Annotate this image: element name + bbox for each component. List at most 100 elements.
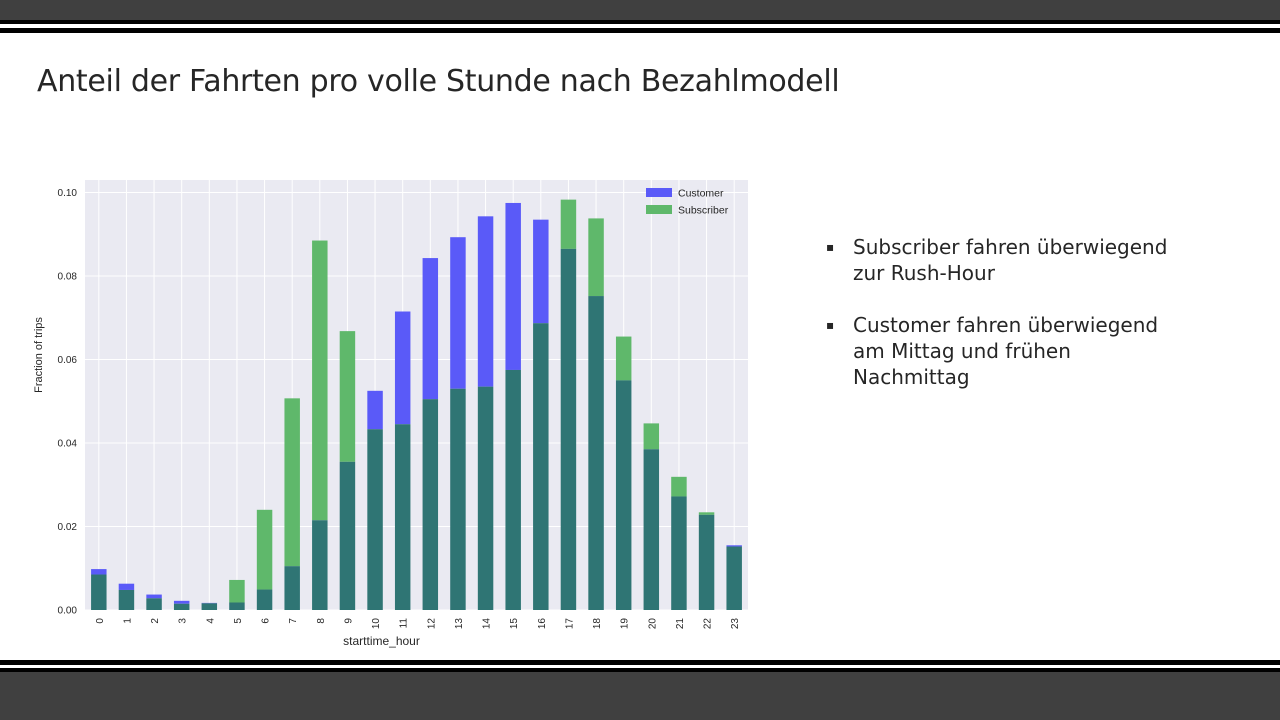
x-tick-label: 4 bbox=[205, 618, 216, 624]
y-axis-label: Fraction of trips bbox=[33, 317, 45, 393]
plot-area bbox=[85, 180, 748, 610]
y-tick-label: 0.02 bbox=[58, 522, 78, 533]
header-rule-2 bbox=[0, 28, 1280, 33]
bar-customer bbox=[477, 216, 494, 387]
x-tick-label: 13 bbox=[454, 618, 465, 630]
x-tick-label: 17 bbox=[564, 618, 575, 630]
x-tick-label: 9 bbox=[343, 618, 354, 624]
bar-subscriber bbox=[671, 476, 687, 497]
x-tick-label: 8 bbox=[316, 618, 327, 624]
bar-overlap bbox=[201, 603, 218, 610]
bar-overlap bbox=[505, 369, 521, 610]
bullet-square-icon: ▪ bbox=[826, 240, 835, 254]
bar-customer bbox=[422, 258, 439, 400]
slide-title: Anteil der Fahrten pro volle Stunde nach… bbox=[37, 64, 840, 99]
bar-overlap bbox=[450, 388, 466, 610]
bar-subscriber bbox=[560, 199, 577, 249]
x-tick-label: 5 bbox=[233, 618, 244, 624]
x-tick-label: 3 bbox=[178, 618, 189, 624]
bar-overlap bbox=[477, 386, 494, 610]
bar-subscriber bbox=[643, 423, 660, 450]
x-tick-label: 2 bbox=[150, 618, 161, 624]
x-tick-label: 16 bbox=[537, 618, 548, 630]
bar-customer bbox=[394, 311, 411, 425]
x-tick-label: 0 bbox=[95, 618, 106, 624]
bar-overlap bbox=[698, 514, 715, 610]
footer-rule-2 bbox=[0, 668, 1280, 672]
bar-overlap bbox=[671, 496, 687, 610]
bar-overlap bbox=[643, 449, 660, 610]
bar-customer bbox=[146, 594, 162, 599]
bar-chart: 0.00 0.02 0.04 0.06 0.08 0.10 0 1 2 3 4 5 6 7 8 9 10 11 12… bbox=[30, 168, 770, 658]
bar-customer bbox=[367, 390, 383, 430]
bar-overlap bbox=[173, 603, 190, 610]
header-bar bbox=[0, 0, 1280, 20]
bar-subscriber bbox=[698, 512, 715, 515]
bar-customer bbox=[505, 202, 521, 370]
bar-customer bbox=[450, 237, 466, 389]
x-tick-label: 14 bbox=[482, 618, 493, 630]
bar-subscriber bbox=[339, 331, 356, 462]
x-tick-label: 15 bbox=[509, 618, 520, 630]
bar-subscriber bbox=[284, 398, 300, 567]
bar-subscriber bbox=[588, 218, 604, 297]
y-tick-label: 0.10 bbox=[58, 188, 78, 199]
bar-subscriber bbox=[256, 509, 273, 590]
legend-swatch bbox=[646, 188, 672, 197]
bar-overlap bbox=[588, 296, 604, 610]
x-tick-label: 18 bbox=[592, 618, 603, 630]
y-tick-label: 0.08 bbox=[58, 272, 78, 283]
x-tick-label: 21 bbox=[675, 618, 686, 630]
legend-label: Customer bbox=[678, 188, 724, 200]
x-tick-label: 1 bbox=[122, 618, 133, 624]
bar-customer bbox=[91, 569, 107, 575]
bar-overlap bbox=[284, 566, 300, 610]
bullet-item: ▪ Subscriber fahren überwiegend zur Rush… bbox=[826, 234, 1226, 286]
bar-customer bbox=[726, 545, 742, 547]
bar-overlap bbox=[533, 323, 549, 610]
bar-subscriber bbox=[229, 579, 245, 603]
x-tick-label: 20 bbox=[647, 618, 658, 630]
x-axis-label: starttime_hour bbox=[343, 634, 420, 648]
x-tick-label: 22 bbox=[703, 618, 714, 630]
bar-overlap bbox=[312, 520, 328, 610]
x-tick-label: 12 bbox=[426, 618, 437, 630]
chart-svg: 0.000.020.040.060.080.100 1 2 3 4 5 6 7 8 9 10 11 12… bbox=[33, 180, 748, 648]
bar-overlap bbox=[615, 380, 632, 610]
legend-swatch bbox=[646, 205, 672, 214]
bar-overlap bbox=[229, 602, 245, 610]
bar-overlap bbox=[422, 399, 439, 610]
x-tick-label: 23 bbox=[730, 618, 741, 630]
bar-overlap bbox=[118, 589, 135, 610]
x-tick-label: 6 bbox=[261, 618, 272, 624]
bullet-text-customer: Customer fahren überwiegend am Mittag un… bbox=[853, 313, 1159, 389]
bullet-square-icon: ▪ bbox=[826, 318, 835, 332]
x-tick-label: 11 bbox=[399, 618, 410, 629]
y-tick-label: 0.04 bbox=[58, 439, 78, 450]
bar-overlap bbox=[726, 546, 742, 610]
bar-overlap bbox=[91, 574, 107, 610]
bar-overlap bbox=[367, 429, 383, 610]
bar-customer bbox=[533, 219, 549, 324]
bar-customer bbox=[118, 583, 135, 590]
bullet-list: ▪ Subscriber fahren überwiegend zur Rush… bbox=[826, 234, 1226, 416]
x-tick-label: 10 bbox=[371, 618, 382, 630]
bar-customer bbox=[173, 600, 190, 604]
bar-overlap bbox=[394, 424, 411, 610]
bar-overlap bbox=[256, 589, 273, 610]
y-tick-label: 0.06 bbox=[58, 355, 78, 366]
x-tick-label: 7 bbox=[288, 618, 299, 624]
bar-subscriber bbox=[312, 240, 328, 521]
y-tick-label: 0.00 bbox=[58, 606, 78, 617]
x-tick-label: 19 bbox=[620, 618, 631, 630]
bullet-text-subscriber: Subscriber fahren überwiegend zur Rush-H… bbox=[853, 235, 1168, 285]
bullet-item: ▪ Customer fahren überwiegend am Mittag … bbox=[826, 312, 1226, 390]
legend-label: Subscriber bbox=[678, 205, 729, 217]
footer-bar bbox=[0, 672, 1280, 720]
bar-overlap bbox=[146, 598, 162, 610]
header-rule-1 bbox=[0, 20, 1280, 24]
footer-rule-1 bbox=[0, 660, 1280, 665]
bar-overlap bbox=[560, 248, 577, 610]
bar-overlap bbox=[339, 461, 356, 610]
bar-subscriber bbox=[615, 336, 632, 381]
